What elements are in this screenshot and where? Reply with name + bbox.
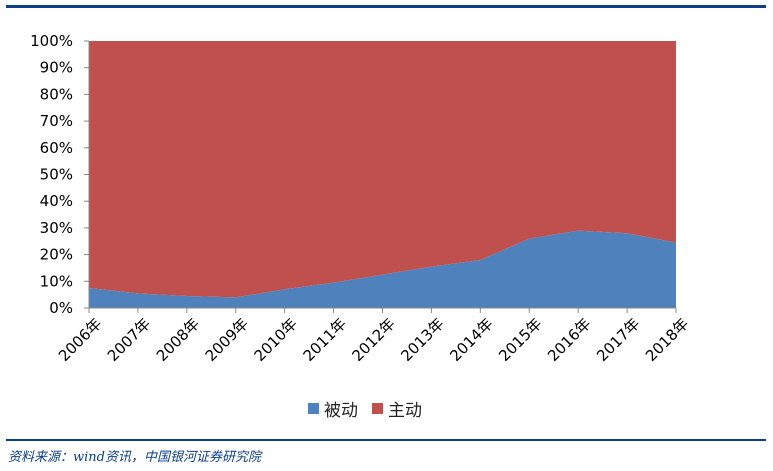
y-tick-label: 20% (40, 246, 73, 264)
area-series-0 (89, 230, 676, 308)
x-tick-label: 2007年 (104, 315, 154, 365)
stacked-area-chart: 0%10%20%30%40%50%60%70%80%90%100% 2006年2… (30, 32, 692, 365)
x-tick-label: 2009年 (202, 315, 252, 365)
chart-areas (89, 41, 676, 308)
x-tick-label: 2006年 (55, 315, 105, 365)
y-tick-label: 70% (40, 112, 73, 130)
y-tick-label: 50% (40, 166, 73, 184)
x-tick-label: 2011年 (300, 315, 350, 365)
x-tick-label: 2017年 (593, 315, 643, 365)
chart-axes (84, 40, 677, 313)
legend-swatch-active (372, 403, 383, 414)
legend-swatch-passive (308, 403, 319, 414)
area-series-1 (89, 41, 676, 298)
x-tick-label: 2015年 (495, 315, 545, 365)
legend-item-active: 主动 (372, 396, 422, 421)
y-tick-label: 90% (40, 59, 73, 77)
y-tick-label: 30% (40, 219, 73, 237)
y-tick-label: 60% (40, 139, 73, 157)
x-tick-label: 2016年 (544, 315, 594, 365)
x-tick-label: 2013年 (397, 315, 447, 365)
y-tick-label: 0% (49, 299, 73, 317)
footer-rule (6, 439, 766, 441)
legend-label-active: 主动 (388, 401, 422, 421)
x-tick-label: 2018年 (642, 315, 692, 365)
x-tick-label: 2010年 (251, 315, 301, 365)
x-tick-label: 2012年 (348, 315, 398, 365)
x-tick-label: 2014年 (446, 315, 496, 365)
legend-item-passive: 被动 (308, 396, 358, 421)
y-tick-label: 100% (30, 32, 73, 50)
y-tick-label: 10% (40, 272, 73, 290)
legend-label-passive: 被动 (324, 401, 358, 421)
y-axis-labels: 0% 10% 20% 30% 40% 50% 60% 70% 80% 90% 100% (30, 32, 73, 317)
y-tick-label: 40% (40, 192, 73, 210)
legend: 被动 主动 (308, 396, 422, 421)
x-axis-labels: 2006年2007年2008年2009年2010年2011年2012年2013年… (55, 315, 692, 365)
header-rule (6, 5, 766, 8)
x-tick-label: 2008年 (153, 315, 203, 365)
source-note: 资料来源：wind资讯，中国银河证券研究院 (8, 450, 261, 465)
y-tick-label: 80% (40, 85, 73, 103)
